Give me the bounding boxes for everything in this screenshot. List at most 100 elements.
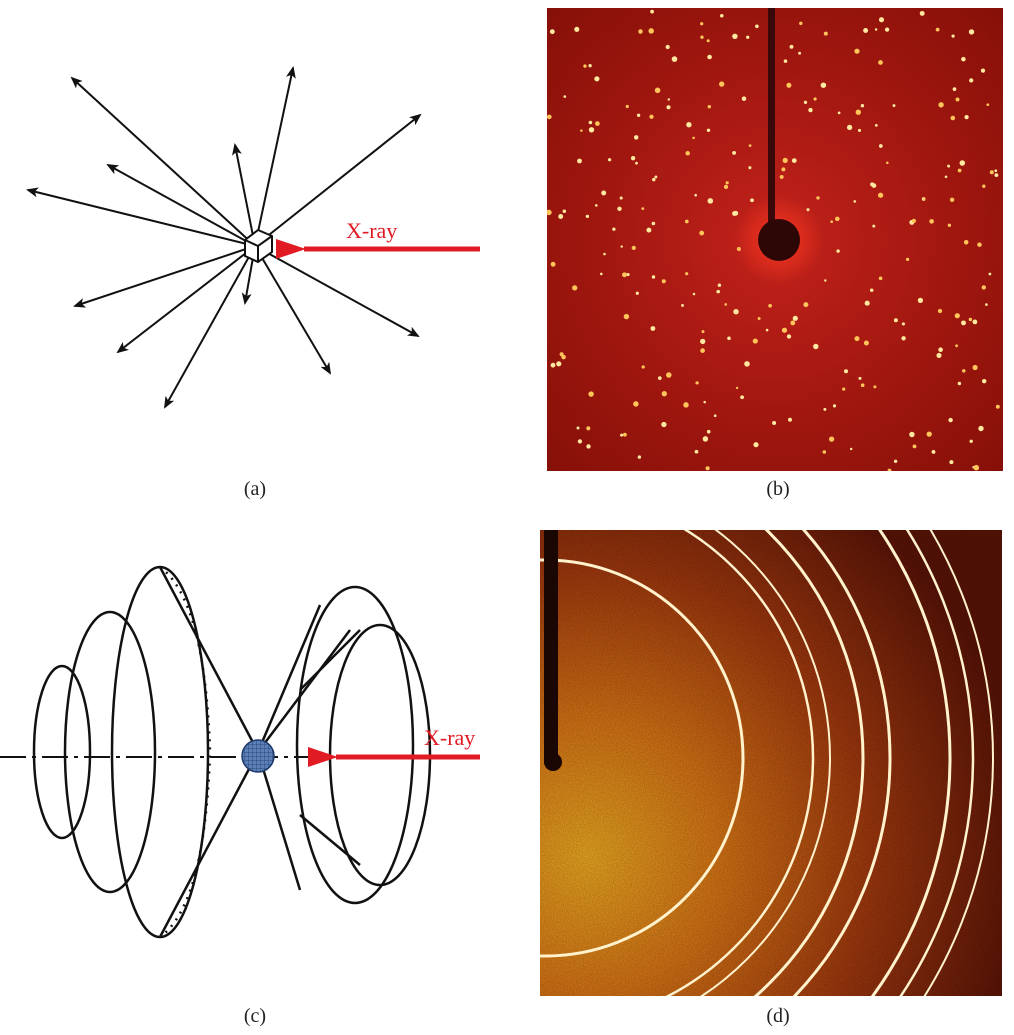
diffraction-spot <box>636 113 641 117</box>
diffraction-spot <box>707 104 712 109</box>
diffraction-spot <box>703 400 706 404</box>
diffraction-spot <box>671 56 678 62</box>
diffraction-spot <box>765 328 769 332</box>
diffraction-spot <box>878 17 885 23</box>
diffraction-spot <box>892 104 896 108</box>
diffraction-spot <box>863 28 869 33</box>
diffraction-spot <box>972 364 978 371</box>
diffraction-spot <box>741 96 747 101</box>
diffraction-spot <box>919 10 925 16</box>
diffraction-spot <box>944 175 948 179</box>
diffraction-spot <box>957 168 962 173</box>
diffraction-spot <box>648 28 654 34</box>
diffraction-spot <box>746 35 750 39</box>
diffraction-spot <box>947 223 952 227</box>
diffraction-spot <box>549 29 555 35</box>
diffraction-spot <box>667 98 671 101</box>
diffraction-spot <box>727 336 731 341</box>
diffraction-spot <box>789 44 794 49</box>
caption-b: (b) <box>766 478 790 500</box>
beam-stop-arm-d <box>544 530 558 762</box>
diffraction-spot <box>893 459 898 464</box>
diffraction-spot <box>701 330 705 334</box>
diffraction-spot <box>938 102 944 108</box>
diffraction-spot <box>799 21 803 26</box>
diffraction-spot <box>980 68 986 73</box>
diffraction-spot <box>626 272 630 277</box>
scattered-ray-arrow <box>26 187 256 247</box>
diffraction-spot <box>788 417 792 422</box>
diffraction-spot <box>603 252 606 256</box>
powder-sample-icon <box>241 739 275 773</box>
diffraction-spot <box>836 249 840 253</box>
diffraction-spot <box>949 197 955 203</box>
scattered-ray-arrow <box>254 66 296 247</box>
diffraction-spot <box>989 170 994 175</box>
diffraction-spot <box>948 417 953 423</box>
diffraction-spot <box>652 177 656 182</box>
diffraction-spot <box>716 289 720 294</box>
diffraction-spot <box>790 320 796 326</box>
diffraction-spot <box>884 27 890 32</box>
diffraction-spot <box>909 431 915 438</box>
diffraction-spot <box>641 207 645 210</box>
diffraction-spot <box>952 87 957 91</box>
diffraction-spot <box>963 240 969 245</box>
panel-d-powder-rings-pattern <box>540 530 1002 996</box>
diffraction-spot <box>724 303 728 306</box>
diffraction-spot <box>982 184 986 188</box>
diffraction-spot <box>973 464 980 471</box>
diffraction-spot <box>692 136 695 140</box>
diffraction-spot <box>878 276 883 281</box>
diffraction-spot <box>650 326 656 331</box>
diffraction-spot <box>635 161 638 165</box>
caption-d: (d) <box>766 1005 790 1027</box>
scattered-ray-arrow <box>164 245 256 409</box>
diffraction-spot <box>713 414 717 418</box>
diffraction-spot <box>661 391 667 397</box>
diffraction-spot <box>968 317 973 322</box>
diffraction-spot <box>863 340 869 346</box>
diffraction-spot <box>957 381 962 386</box>
scattered-ray-arrow <box>70 76 256 247</box>
diffraction-spot <box>707 198 714 204</box>
diffraction-spot <box>860 383 865 388</box>
diffraction-spot <box>937 308 943 314</box>
crystal-icon <box>244 228 273 264</box>
diffraction-spot <box>684 219 689 224</box>
diffraction-spot <box>594 204 598 207</box>
diffraction-spot <box>576 426 580 430</box>
diffraction-spot <box>638 29 643 34</box>
diffraction-spot <box>779 174 784 179</box>
diffraction-spot <box>619 196 623 200</box>
xray-label-a: X-ray <box>346 218 397 243</box>
diffraction-spot <box>968 29 975 35</box>
diffraction-spot <box>706 128 711 133</box>
diffraction-spot <box>949 460 954 465</box>
diffraction-spot <box>588 127 595 133</box>
diffraction-spot <box>931 449 936 454</box>
diffraction-spot <box>955 97 960 102</box>
diffraction-spot <box>620 245 623 248</box>
diffraction-spot <box>757 317 761 320</box>
scattered-ray-arrow <box>73 245 256 308</box>
diffraction-spot <box>755 24 759 29</box>
diffraction-spot <box>720 14 724 18</box>
diffraction-spot <box>695 381 699 385</box>
diffraction-spot <box>744 361 750 367</box>
diffraction-spot <box>808 107 813 113</box>
diffraction-spot <box>874 28 878 31</box>
diffraction-spot <box>700 338 706 345</box>
diffraction-spot <box>588 120 593 125</box>
diffraction-spot <box>860 104 865 108</box>
diffraction-spot <box>654 87 661 94</box>
diffraction-spot <box>665 44 670 50</box>
diffraction-spot <box>950 115 956 121</box>
diffraction-spot <box>732 33 738 40</box>
diffraction-spot <box>893 318 898 323</box>
diffraction-spot <box>905 257 910 262</box>
diffraction-spot <box>872 224 876 228</box>
diffraction-spot <box>782 157 788 164</box>
diffraction-spot <box>823 407 827 411</box>
diffraction-spot <box>607 158 612 162</box>
